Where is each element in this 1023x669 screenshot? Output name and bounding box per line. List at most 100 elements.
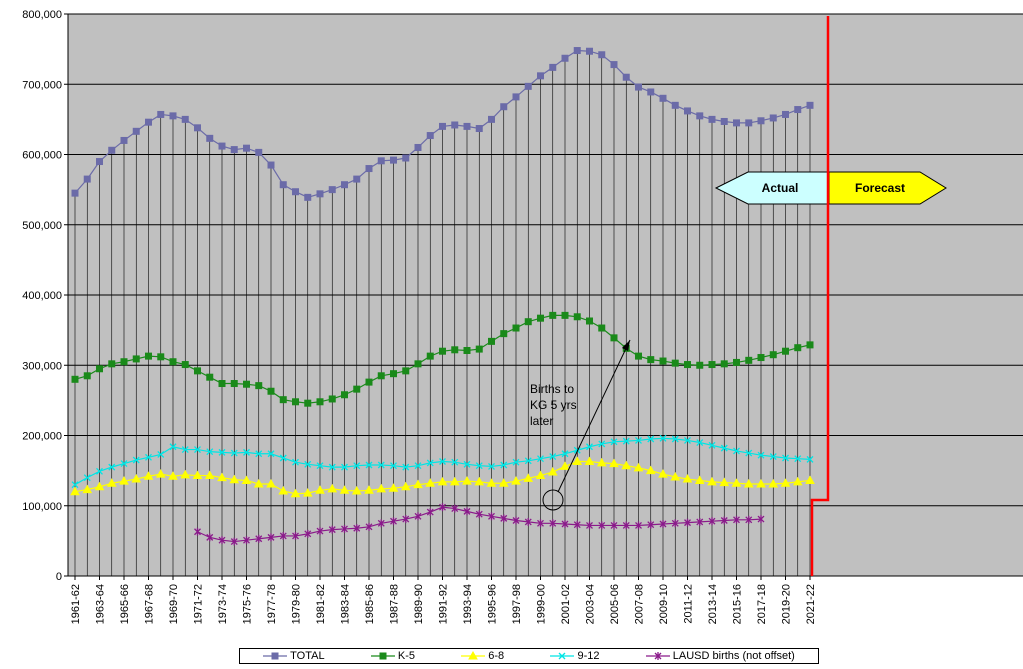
x-tick-label: 1961-62	[70, 584, 82, 624]
x-tick-label: 2017-18	[756, 584, 768, 624]
data-point	[157, 353, 165, 361]
data-point	[622, 521, 630, 530]
data-point	[365, 522, 373, 531]
data-point	[106, 478, 117, 487]
data-point	[463, 122, 471, 130]
svg-text:Births to KG 5 yrs: Births to KG 5 yrs later	[530, 382, 580, 428]
data-point	[339, 485, 350, 494]
data-point	[131, 474, 142, 483]
data-point	[635, 352, 642, 360]
data-point	[645, 465, 656, 475]
data-point	[586, 317, 593, 325]
x-tick-label: 1999-00	[536, 584, 548, 624]
data-point	[488, 115, 495, 123]
data-point	[769, 114, 777, 122]
data-point	[610, 438, 618, 446]
data-point	[805, 475, 815, 484]
data-point	[512, 516, 520, 525]
data-point	[353, 175, 361, 183]
data-point	[696, 361, 704, 369]
data-point	[108, 146, 116, 154]
data-point	[609, 458, 619, 468]
data-point	[353, 462, 361, 470]
legend-item: 9-12	[550, 650, 599, 662]
x-tick-label: 1967-68	[144, 584, 156, 624]
data-point	[768, 478, 779, 488]
data-point	[462, 476, 472, 485]
data-point	[671, 435, 679, 443]
legend-swatch	[370, 652, 395, 660]
data-point	[733, 515, 740, 524]
x-tick-label: 1973-74	[217, 584, 229, 624]
data-point	[561, 54, 569, 62]
data-point	[439, 122, 446, 130]
series-k-5	[71, 311, 814, 407]
data-point	[70, 486, 80, 496]
data-point	[658, 469, 668, 478]
x-tick-label: 1987-88	[389, 584, 401, 624]
data-point	[694, 475, 705, 484]
data-point	[316, 462, 324, 470]
legend-item: LAUSD births (not offset)	[645, 650, 795, 662]
data-point	[365, 378, 373, 386]
data-point	[266, 478, 276, 488]
data-point	[94, 481, 105, 491]
series-total	[71, 47, 814, 201]
data-point	[757, 117, 765, 125]
data-point	[451, 121, 459, 129]
data-point	[684, 107, 691, 115]
data-point	[463, 346, 471, 354]
data-point	[806, 455, 814, 463]
data-point	[315, 485, 325, 494]
data-point	[413, 479, 423, 489]
data-point	[488, 462, 495, 470]
data-point	[549, 519, 557, 528]
data-point	[524, 82, 532, 90]
data-point	[327, 483, 338, 493]
data-point	[255, 534, 263, 543]
data-point	[304, 193, 312, 201]
data-point	[267, 161, 275, 169]
y-tick-label: 600,000	[22, 150, 62, 162]
data-point	[119, 476, 129, 485]
x-tick-label: 2009-10	[658, 584, 670, 624]
data-point	[707, 476, 717, 486]
x-tick-label: 2005-06	[609, 584, 621, 624]
x-tick-label: 1991-92	[438, 584, 450, 624]
data-point	[633, 462, 644, 472]
x-tick-label: 2015-16	[732, 584, 744, 624]
y-tick-label: 300,000	[22, 360, 62, 372]
data-point	[230, 449, 238, 457]
data-point	[169, 112, 177, 120]
data-point	[720, 117, 728, 125]
data-point	[560, 461, 570, 470]
data-point	[806, 341, 814, 349]
data-point	[769, 351, 777, 359]
data-point	[794, 344, 802, 352]
data-point	[365, 461, 373, 469]
data-point	[82, 484, 93, 494]
data-point	[206, 373, 214, 381]
data-point	[733, 447, 740, 455]
data-point	[463, 507, 471, 516]
data-point	[132, 355, 140, 363]
data-point	[439, 347, 446, 355]
data-point	[402, 367, 410, 375]
data-point	[537, 72, 544, 80]
x-tick-label: 2021-22	[805, 584, 817, 624]
legend-marker	[271, 652, 279, 660]
data-point	[364, 485, 374, 494]
data-point	[155, 469, 166, 478]
data-point	[390, 462, 397, 470]
data-point	[757, 515, 765, 524]
x-tick-label: 1979-80	[291, 584, 303, 624]
data-point	[549, 63, 557, 71]
data-point	[782, 110, 789, 118]
x-tick-label: 1971-72	[193, 584, 205, 624]
x-tick-label: 2003-04	[585, 584, 597, 624]
data-point	[255, 148, 263, 156]
data-point	[145, 453, 152, 461]
data-point	[439, 458, 446, 465]
data-point	[426, 132, 434, 140]
x-tick-label: 1983-84	[340, 584, 352, 624]
